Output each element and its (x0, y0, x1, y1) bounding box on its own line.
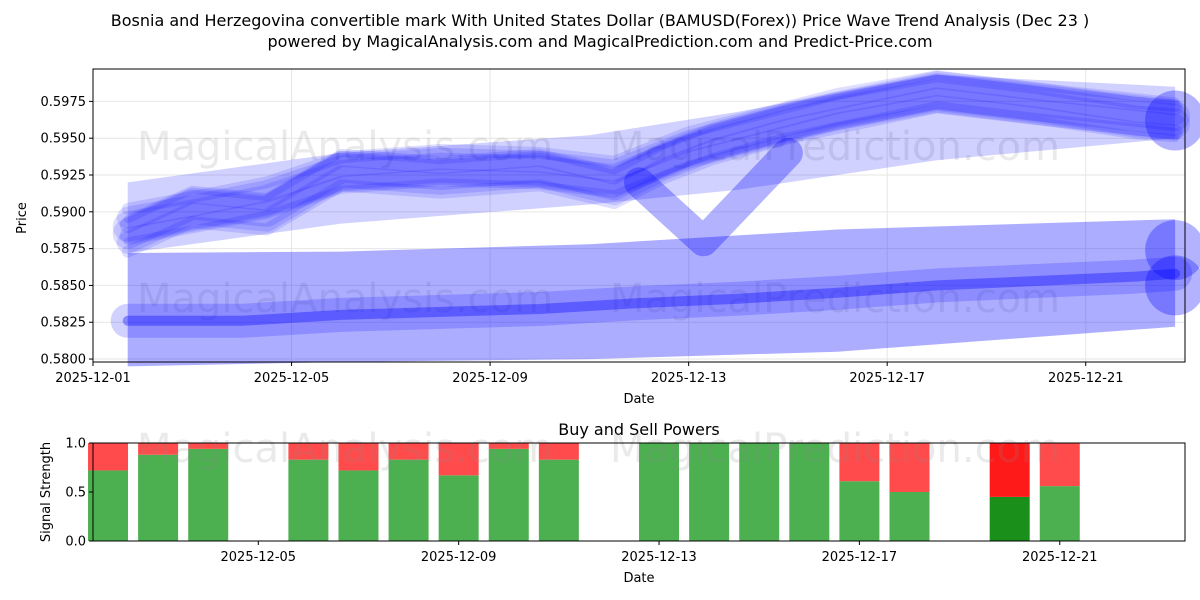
signal-xtick-label: 2025-12-05 (221, 550, 297, 565)
watermark-prediction-mid: MagicalPrediction.com (610, 276, 1060, 322)
buy-bar (188, 448, 229, 541)
buy-bar (839, 481, 880, 541)
upper-wave-envelope (127, 74, 1176, 254)
price-xtick-label: 2025-12-21 (1048, 371, 1124, 386)
chart-title-line1: Bosnia and Herzegovina convertible mark … (111, 11, 1089, 30)
watermark-prediction-top: MagicalPrediction.com (610, 124, 1060, 170)
signal-ytick-label: 0.5 (65, 486, 86, 501)
buy-bar (789, 443, 830, 541)
lower-band-cap-upper (1145, 220, 1200, 281)
buy-sell-title: Buy and Sell Powers (558, 420, 720, 439)
buy-bar (388, 459, 429, 541)
watermark-analysis-top: MagicalAnalysis.com (137, 124, 553, 170)
upper-wave-stroke (121, 101, 1182, 258)
signal-xtick-label: 2025-12-17 (822, 550, 898, 565)
sell-bar (488, 443, 529, 449)
price-ytick-label: 0.5800 (41, 353, 87, 368)
upper-wave-stroke (123, 70, 1180, 224)
price-plot-area (93, 69, 1185, 362)
price-xtick-label: 2025-12-01 (55, 371, 131, 386)
upper-wave-stroke (112, 79, 1191, 242)
buy-bar (689, 443, 730, 541)
sell-bar (839, 443, 880, 482)
price-ytick-label: 0.5875 (41, 242, 87, 257)
buy-sell-y-axis-label: Signal Strength (39, 442, 54, 542)
upper-wave-dip (624, 137, 803, 257)
buy-bar (889, 492, 930, 541)
sell-bar (138, 443, 179, 455)
lower-band-cap-lower (1145, 255, 1200, 316)
upper-wave-stroke (119, 72, 1184, 234)
buy-bar (989, 496, 1030, 541)
buy-bar (88, 470, 129, 541)
sell-bar (989, 443, 1030, 497)
price-plot-frame (92, 68, 1186, 363)
sell-bar (538, 443, 579, 460)
price-wave-plot: MagicalAnalysis.com MagicalPrediction.co… (15, 68, 1200, 407)
price-xtick-label: 2025-12-17 (849, 371, 925, 386)
price-ytick-label: 0.5825 (41, 316, 87, 331)
watermark-prediction-bottom: MagicalPrediction.com (610, 426, 1060, 472)
price-watermarks: MagicalAnalysis.com MagicalPrediction.co… (137, 124, 1060, 322)
signal-ytick-label: 1.0 (65, 437, 86, 452)
signal-xtick-label: 2025-12-21 (1022, 550, 1098, 565)
sell-bar (338, 443, 379, 471)
price-ytick-label: 0.5850 (41, 279, 87, 294)
buy-bar (338, 470, 379, 541)
buy-sell-x-axis-label: Date (623, 571, 654, 586)
upper-wave-stroke (116, 87, 1187, 254)
buy-sell-axes: 0.0 0.5 1.0 2025-12-05 2025-12-09 2025-12-13 2… (65, 437, 1097, 566)
price-xtick-label: 2025-12-09 (452, 371, 528, 386)
sell-bar (1039, 443, 1080, 487)
price-ytick-label: 0.5925 (41, 169, 87, 184)
price-ytick-label: 0.5900 (41, 205, 87, 220)
buy-bar (288, 459, 329, 541)
upper-wave-cap (1145, 90, 1200, 151)
price-axes: 0.5800 0.5825 0.5850 0.5875 0.5900 0.5925 0.59… (41, 95, 1124, 386)
buy-bar (639, 443, 680, 541)
sell-bar (438, 443, 479, 476)
upper-wave-stroke (116, 74, 1187, 229)
watermark-analysis-bottom: MagicalAnalysis.com (137, 426, 553, 472)
buy-sell-plot: Buy and Sell Powers MagicalAnalysis.com … (39, 420, 1186, 586)
sell-bar (388, 443, 429, 460)
upper-wave-stroke (121, 70, 1182, 215)
buy-bar (438, 475, 479, 541)
buy-bar (739, 443, 780, 541)
buy-sell-bars (88, 443, 1080, 541)
price-xtick-label: 2025-12-05 (254, 371, 330, 386)
price-ytick-label: 0.5975 (41, 95, 87, 110)
upper-wave-stroke (119, 94, 1184, 244)
lower-band-area (127, 219, 1176, 367)
upper-wave-stroke (123, 104, 1180, 246)
chart-title-line2: powered by MagicalAnalysis.com and Magic… (267, 32, 932, 51)
signal-xtick-label: 2025-12-09 (421, 550, 497, 565)
sell-bar (288, 443, 329, 460)
sell-bar (188, 443, 229, 449)
price-xtick-label: 2025-12-13 (651, 371, 727, 386)
signal-ytick-label: 0.0 (65, 535, 86, 550)
buy-bar (138, 454, 179, 541)
buy-sell-watermarks: MagicalAnalysis.com MagicalPrediction.co… (137, 426, 1060, 472)
buy-bar (488, 448, 529, 541)
lower-band-halo (110, 256, 1193, 338)
lower-band-center-line (122, 268, 1181, 326)
signal-xtick-label: 2025-12-13 (621, 550, 697, 565)
price-y-axis-label: Price (15, 202, 30, 234)
price-wave-bands (110, 70, 1200, 367)
buy-bar (538, 459, 579, 541)
sell-bar (889, 443, 930, 492)
watermark-analysis-mid: MagicalAnalysis.com (137, 276, 553, 322)
upper-wave-stroke (112, 74, 1191, 249)
sell-bar (88, 443, 129, 471)
price-ytick-label: 0.5950 (41, 132, 87, 147)
price-x-axis-label: Date (623, 392, 654, 407)
buy-bar (1039, 486, 1080, 541)
